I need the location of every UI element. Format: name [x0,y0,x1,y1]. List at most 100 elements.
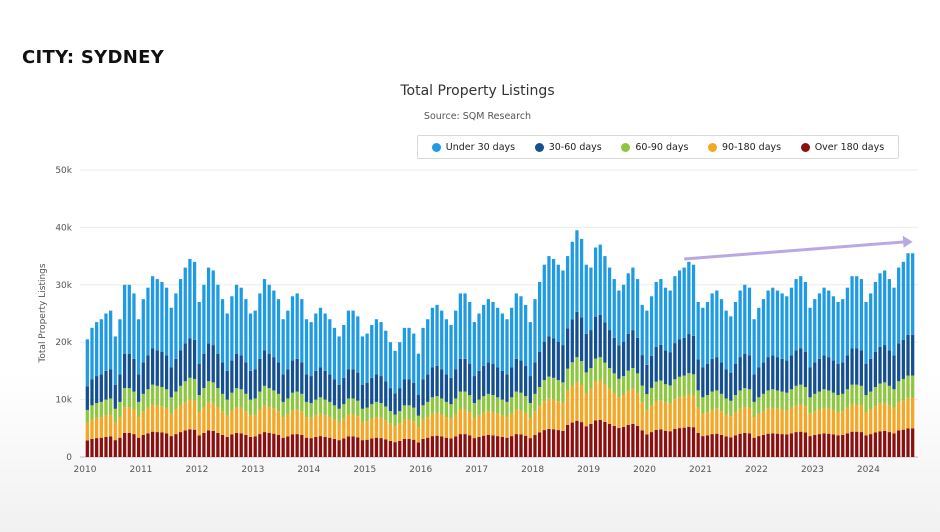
bar-segment[interactable] [379,403,383,418]
bar-segment[interactable] [360,336,365,385]
bar-segment[interactable] [771,287,775,356]
bar-segment[interactable] [883,402,887,431]
bar-segment[interactable] [640,430,644,457]
bar-segment[interactable] [621,341,626,377]
bar-segment[interactable] [677,270,682,340]
bar-segment[interactable] [887,350,891,386]
bar-segment[interactable] [864,412,868,436]
bar-segment[interactable] [659,279,663,345]
bar-segment[interactable] [104,436,108,457]
bar-segment[interactable] [458,409,462,435]
bar-segment[interactable] [262,385,267,406]
bar-segment[interactable] [262,405,267,433]
bar-segment[interactable] [337,440,341,457]
bar-segment[interactable] [146,407,150,434]
bar-segment[interactable] [906,375,910,398]
bar-segment[interactable] [374,437,379,457]
bar-segment[interactable] [365,439,369,457]
bar-segment[interactable] [398,411,402,424]
bar-segment[interactable] [155,279,159,351]
bar-segment[interactable] [901,400,905,430]
bar-segment[interactable] [169,413,173,437]
bar-segment[interactable] [505,437,509,457]
bar-segment[interactable] [388,411,393,424]
bar-segment[interactable] [281,319,285,375]
bar-segment[interactable] [593,358,598,382]
bar-segment[interactable] [514,409,518,435]
bar-segment[interactable] [262,279,267,351]
bar-segment[interactable] [878,403,882,432]
bar-segment[interactable] [640,385,644,403]
bar-segment[interactable] [486,393,490,412]
bar-segment[interactable] [771,407,775,434]
bar-segment[interactable] [593,381,598,421]
bar-segment[interactable] [444,319,449,375]
bar-segment[interactable] [794,350,798,386]
bar-segment[interactable] [836,364,840,396]
bar-segment[interactable] [416,415,421,428]
bar-segment[interactable] [869,409,873,435]
bar-segment[interactable] [384,406,388,421]
bar-segment[interactable] [715,290,719,358]
bar-segment[interactable] [589,367,593,389]
bar-segment[interactable] [645,310,649,365]
bar-segment[interactable] [290,360,295,393]
bar-segment[interactable] [673,276,677,344]
bar-segment[interactable] [822,407,826,434]
bar-segment[interactable] [663,350,668,385]
bar-segment[interactable] [579,422,584,457]
bar-segment[interactable] [645,394,649,411]
bar-segment[interactable] [575,357,579,383]
bar-segment[interactable] [220,299,225,363]
bar-segment[interactable] [304,319,309,375]
bar-segment[interactable] [635,392,640,426]
bar-segment[interactable] [234,432,239,457]
bar-segment[interactable] [444,437,449,457]
bar-segment[interactable] [174,391,178,410]
bar-segment[interactable] [607,367,612,389]
bar-segment[interactable] [430,413,435,437]
bar-segment[interactable] [542,341,546,381]
bar-segment[interactable] [831,392,836,411]
bar-segment[interactable] [388,423,393,441]
bar-segment[interactable] [649,405,654,433]
bar-segment[interactable] [607,423,612,457]
bar-segment[interactable] [365,382,369,408]
bar-segment[interactable] [230,296,234,361]
bar-segment[interactable] [127,353,131,389]
bar-segment[interactable] [570,241,574,320]
bar-segment[interactable] [640,355,644,386]
bar-segment[interactable] [519,434,523,457]
bar-segment[interactable] [780,434,784,457]
bar-segment[interactable] [663,384,668,403]
bar-segment[interactable] [841,411,845,435]
bar-segment[interactable] [328,417,332,438]
bar-segment[interactable] [402,327,407,380]
bar-segment[interactable] [547,376,551,399]
bar-segment[interactable] [859,350,864,386]
bar-segment[interactable] [612,337,616,374]
bar-segment[interactable] [701,397,705,414]
bar-segment[interactable] [505,401,509,418]
bar-segment[interactable] [752,401,756,418]
bar-segment[interactable] [300,393,304,412]
bar-segment[interactable] [775,408,780,434]
bar-segment[interactable] [146,287,150,356]
bar-segment[interactable] [407,405,411,420]
bar-segment[interactable] [589,388,593,424]
bar-segment[interactable] [164,287,169,356]
bar-segment[interactable] [477,415,481,437]
bar-segment[interactable] [384,330,388,382]
bar-segment[interactable] [482,435,486,457]
bar-segment[interactable] [855,348,859,385]
bar-segment[interactable] [612,425,616,457]
bar-segment[interactable] [687,261,691,335]
bar-segment[interactable] [216,353,220,389]
bar-segment[interactable] [267,353,271,389]
bar-segment[interactable] [701,307,705,368]
bar-segment[interactable] [841,434,845,457]
bar-segment[interactable] [328,319,332,375]
bar-segment[interactable] [649,387,654,406]
bar-segment[interactable] [813,411,817,435]
bar-segment[interactable] [468,302,472,365]
